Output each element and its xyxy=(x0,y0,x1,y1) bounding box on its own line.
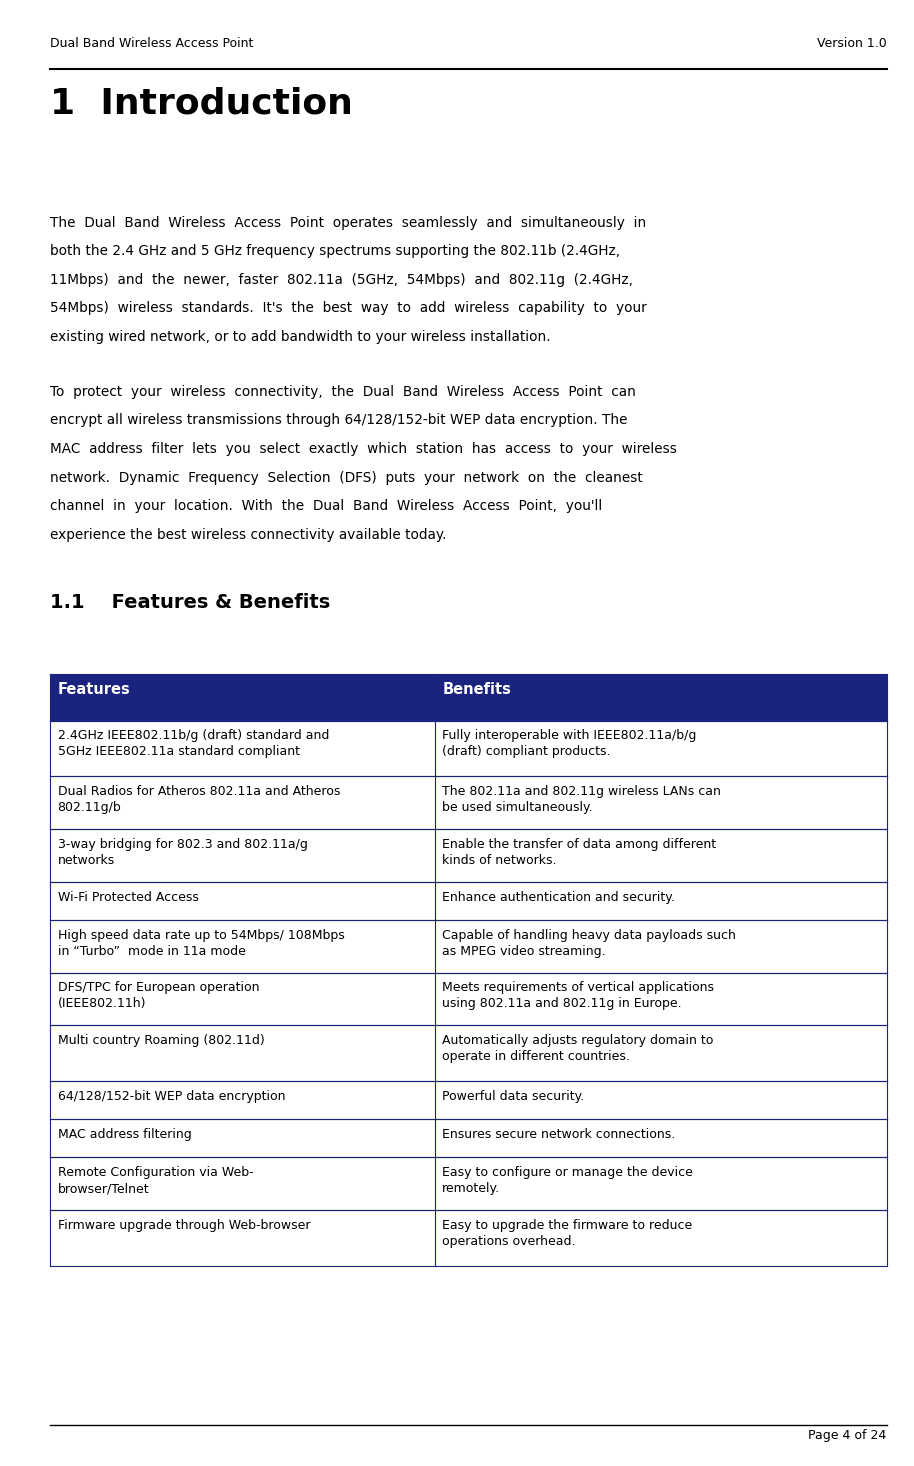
Text: Benefits: Benefits xyxy=(442,682,511,698)
FancyBboxPatch shape xyxy=(50,1209,887,1265)
Text: Meets requirements of vertical applications
using 802.11a and 802.11g in Europe.: Meets requirements of vertical applicati… xyxy=(442,981,714,1010)
Text: 1  Introduction: 1 Introduction xyxy=(50,86,353,120)
Text: experience the best wireless connectivity available today.: experience the best wireless connectivit… xyxy=(50,528,447,542)
FancyBboxPatch shape xyxy=(50,1080,887,1119)
FancyBboxPatch shape xyxy=(50,1157,887,1209)
FancyBboxPatch shape xyxy=(50,673,887,720)
Text: Capable of handling heavy data payloads such
as MPEG video streaming.: Capable of handling heavy data payloads … xyxy=(442,928,736,957)
FancyBboxPatch shape xyxy=(50,1025,887,1080)
Text: Page 4 of 24: Page 4 of 24 xyxy=(808,1429,887,1443)
Text: 1.1    Features & Benefits: 1.1 Features & Benefits xyxy=(50,592,331,611)
Text: both the 2.4 GHz and 5 GHz frequency spectrums supporting the 802.11b (2.4GHz,: both the 2.4 GHz and 5 GHz frequency spe… xyxy=(50,243,621,258)
Text: 11Mbps)  and  the  newer,  faster  802.11a  (5GHz,  54Mbps)  and  802.11g  (2.4G: 11Mbps) and the newer, faster 802.11a (5… xyxy=(50,273,633,287)
Text: Fully interoperable with IEEE802.11a/b/g
(draft) compliant products.: Fully interoperable with IEEE802.11a/b/g… xyxy=(442,729,696,758)
Text: DFS/TPC for European operation
(IEEE802.11h): DFS/TPC for European operation (IEEE802.… xyxy=(58,981,259,1010)
FancyBboxPatch shape xyxy=(50,881,887,919)
Text: Dual Radios for Atheros 802.11a and Atheros
802.11g/b: Dual Radios for Atheros 802.11a and Athe… xyxy=(58,784,340,814)
Text: Automatically adjusts regulatory domain to
operate in different countries.: Automatically adjusts regulatory domain … xyxy=(442,1034,714,1063)
Text: existing wired network, or to add bandwidth to your wireless installation.: existing wired network, or to add bandwi… xyxy=(50,330,551,345)
FancyBboxPatch shape xyxy=(50,1119,887,1157)
Text: MAC address filtering: MAC address filtering xyxy=(58,1127,191,1141)
Text: 2.4GHz IEEE802.11b/g (draft) standard and
5GHz IEEE802.11a standard compliant: 2.4GHz IEEE802.11b/g (draft) standard an… xyxy=(58,729,329,758)
Text: Ensures secure network connections.: Ensures secure network connections. xyxy=(442,1127,675,1141)
FancyBboxPatch shape xyxy=(50,828,887,881)
Text: Features: Features xyxy=(58,682,131,698)
Text: 54Mbps)  wireless  standards.  It's  the  best  way  to  add  wireless  capabili: 54Mbps) wireless standards. It's the bes… xyxy=(50,301,647,315)
FancyBboxPatch shape xyxy=(50,776,887,828)
Text: 64/128/152-bit WEP data encryption: 64/128/152-bit WEP data encryption xyxy=(58,1089,285,1102)
Text: To  protect  your  wireless  connectivity,  the  Dual  Band  Wireless  Access  P: To protect your wireless connectivity, t… xyxy=(50,384,636,399)
FancyBboxPatch shape xyxy=(50,720,887,776)
Text: Remote Configuration via Web-
browser/Telnet: Remote Configuration via Web- browser/Te… xyxy=(58,1165,253,1195)
Text: The  Dual  Band  Wireless  Access  Point  operates  seamlessly  and  simultaneou: The Dual Band Wireless Access Point oper… xyxy=(50,216,646,230)
Text: Firmware upgrade through Web-browser: Firmware upgrade through Web-browser xyxy=(58,1218,310,1231)
Text: High speed data rate up to 54Mbps/ 108Mbps
in “Turbo”  mode in 11a mode: High speed data rate up to 54Mbps/ 108Mb… xyxy=(58,928,345,957)
Text: The 802.11a and 802.11g wireless LANs can
be used simultaneously.: The 802.11a and 802.11g wireless LANs ca… xyxy=(442,784,721,814)
Text: Enhance authentication and security.: Enhance authentication and security. xyxy=(442,890,675,903)
Text: 3-way bridging for 802.3 and 802.11a/g
networks: 3-way bridging for 802.3 and 802.11a/g n… xyxy=(58,837,307,866)
Text: MAC  address  filter  lets  you  select  exactly  which  station  has  access  t: MAC address filter lets you select exact… xyxy=(50,441,677,456)
Text: Enable the transfer of data among different
kinds of networks.: Enable the transfer of data among differ… xyxy=(442,837,717,866)
Text: Easy to configure or manage the device
remotely.: Easy to configure or manage the device r… xyxy=(442,1165,693,1195)
Text: Dual Band Wireless Access Point: Dual Band Wireless Access Point xyxy=(50,37,254,50)
FancyBboxPatch shape xyxy=(50,972,887,1025)
Text: Powerful data security.: Powerful data security. xyxy=(442,1089,585,1102)
Text: Wi-Fi Protected Access: Wi-Fi Protected Access xyxy=(58,890,198,903)
Text: Multi country Roaming (802.11d): Multi country Roaming (802.11d) xyxy=(58,1034,264,1047)
FancyBboxPatch shape xyxy=(50,919,887,972)
Text: Easy to upgrade the firmware to reduce
operations overhead.: Easy to upgrade the firmware to reduce o… xyxy=(442,1218,693,1248)
Text: network.  Dynamic  Frequency  Selection  (DFS)  puts  your  network  on  the  cl: network. Dynamic Frequency Selection (DF… xyxy=(50,471,643,485)
Text: encrypt all wireless transmissions through 64/128/152-bit WEP data encryption. T: encrypt all wireless transmissions throu… xyxy=(50,413,628,428)
Text: channel  in  your  location.  With  the  Dual  Band  Wireless  Access  Point,  y: channel in your location. With the Dual … xyxy=(50,498,602,513)
Text: Version 1.0: Version 1.0 xyxy=(817,37,887,50)
